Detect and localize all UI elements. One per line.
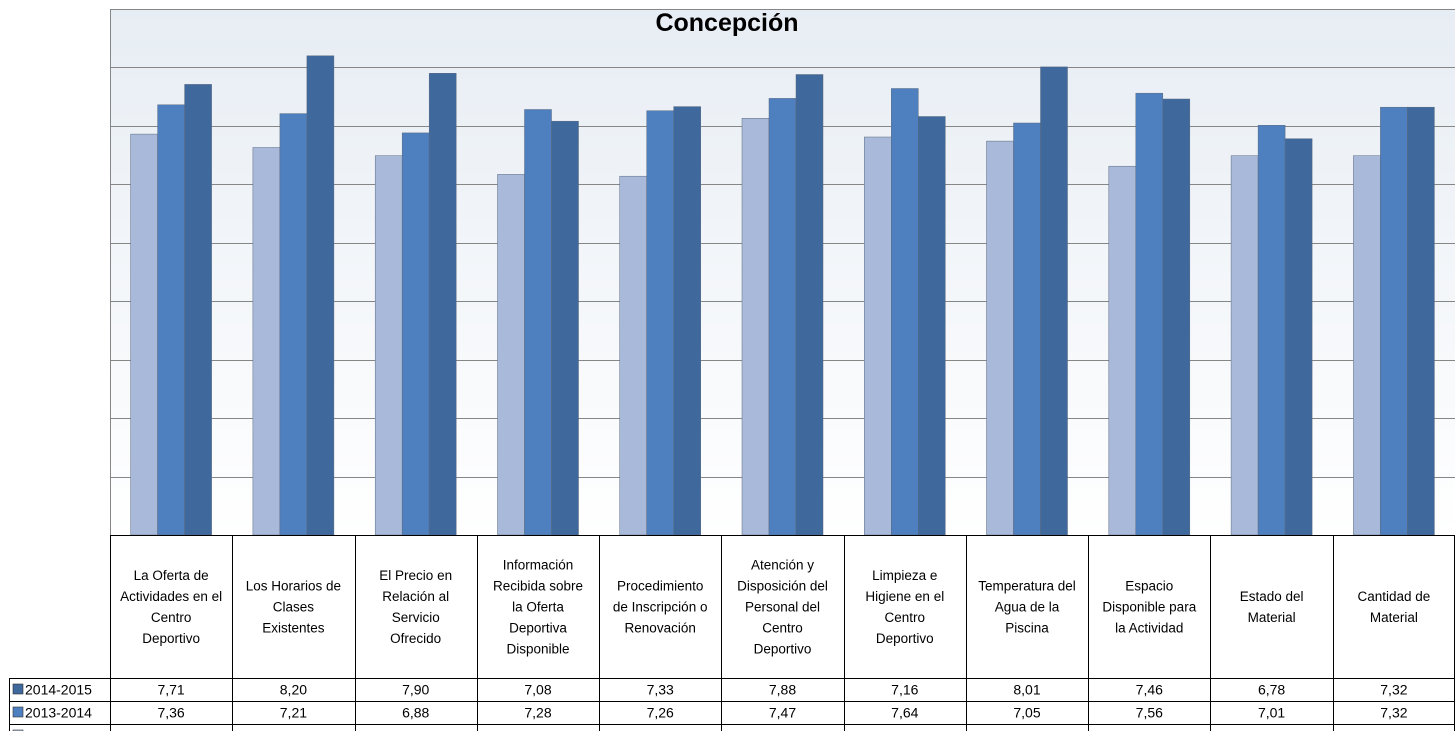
bar-2012-2013-7 [864,136,892,536]
bar-2014-2015-6 [795,74,824,536]
bar-2014-2015-1 [184,84,212,536]
data-label: 6,81 [891,728,918,732]
data-label: 7,26 [647,705,674,721]
bar-2014-2015-2 [306,55,335,536]
data-label: 7,71 [157,682,184,698]
bar-2013-2014-2 [279,113,308,536]
bar-2013-2014-11 [1380,106,1408,536]
bar-2014-2015-5 [673,106,701,536]
data-label: 7,01 [1258,705,1285,721]
x-tick-label: La Oferta de Actividades en el Centro Depor… [120,568,222,646]
bar-2012-2013-8 [986,140,1014,536]
bar-2014-2015-11 [1407,106,1435,536]
data-label: 7,46 [1136,682,1163,698]
data-label: 6,17 [524,728,551,732]
data-label: 6,14 [647,728,674,732]
data-label: 7,08 [524,682,551,698]
bar-2014-2015-10 [1284,138,1313,536]
data-label: 6,49 [402,728,429,732]
x-tick-label: Espacio Disponible para la Actividad [1102,579,1196,636]
legend-key-2013-2014 [12,706,24,718]
x-tick-label: Estado del Material [1240,589,1304,625]
x-tick-label: Cantidad de Material [1357,589,1430,625]
data-label: 8,20 [280,682,307,698]
data-label: 7,64 [891,705,918,721]
data-label: 6,78 [1258,682,1285,698]
bar-2012-2013-3 [374,155,403,536]
bar-2014-2015-9 [1162,98,1191,536]
data-label: 6,86 [157,728,184,732]
bar-2013-2014-9 [1135,92,1164,536]
bar-2014-2015-8 [1040,66,1068,536]
bar-2012-2013-11 [1353,155,1381,536]
bar-2013-2014-3 [401,132,430,536]
bar-2013-2014-8 [1013,122,1041,536]
bar-2013-2014-4 [524,109,552,536]
bar-2014-2015-7 [918,116,946,536]
data-label: 7,36 [157,705,184,721]
data-label: 6,49 [1380,728,1407,732]
x-tick-label: Procedimiento de Inscripción o Renovación [613,579,708,636]
bar-2013-2014-5 [646,110,674,536]
bar-2012-2013-10 [1230,155,1259,536]
bar-2013-2014-10 [1257,125,1286,536]
bar-2012-2013-2 [252,147,281,536]
data-label: 7,47 [769,705,796,721]
legend-label: 2013-2014 [25,705,92,721]
data-label: 7,90 [402,682,429,698]
data-label: 7,28 [524,705,551,721]
x-tick-label: Limpieza e Higiene en el Centro Deportivo [865,568,944,646]
data-label: 6,63 [280,728,307,732]
bar-2012-2013-1 [130,133,158,536]
legend-label: 2012-2013 [25,728,92,732]
data-label: 6,88 [402,705,429,721]
x-tick-label: Información Recibida sobre la Oferta Deport… [493,558,583,657]
data-label: 7,05 [1013,705,1040,721]
x-tick-label: Atención y Disposición del Personal del Cen… [737,558,828,657]
bar-2013-2014-1 [157,104,185,536]
bar-2013-2014-7 [891,88,919,536]
bar-2013-2014-6 [768,98,797,536]
bar-2014-2015-4 [551,120,579,536]
data-label: 7,13 [769,728,796,732]
data-label: 7,33 [647,682,674,698]
bar-2012-2013-4 [497,174,525,536]
legend-key-2014-2015 [12,683,24,695]
data-label: 6,31 [1136,728,1163,732]
data-label: 7,56 [1136,705,1163,721]
bar-2012-2013-9 [1108,165,1137,536]
data-label: 8,01 [1013,682,1040,698]
bar-2012-2013-5 [619,175,647,536]
data-label: 7,21 [280,705,307,721]
bar-2014-2015-3 [428,73,457,536]
data-label: 6,74 [1013,728,1040,732]
x-tick-label: Temperatura del Agua de la Piscina [978,579,1076,636]
x-tick-label: Los Horarios de Clases Existentes [246,579,341,636]
data-label: 7,88 [769,682,796,698]
x-tick-label: El Precio en Relación al Servicio Ofrecido [379,568,452,646]
data-label: 6,49 [1258,728,1285,732]
bar-2012-2013-6 [741,118,770,536]
legend-label: 2014-2015 [25,682,92,698]
data-label: 7,16 [891,682,918,698]
chart-title: Concepción [655,9,798,37]
data-label: 7,32 [1380,682,1407,698]
data-label: 7,32 [1380,705,1407,721]
